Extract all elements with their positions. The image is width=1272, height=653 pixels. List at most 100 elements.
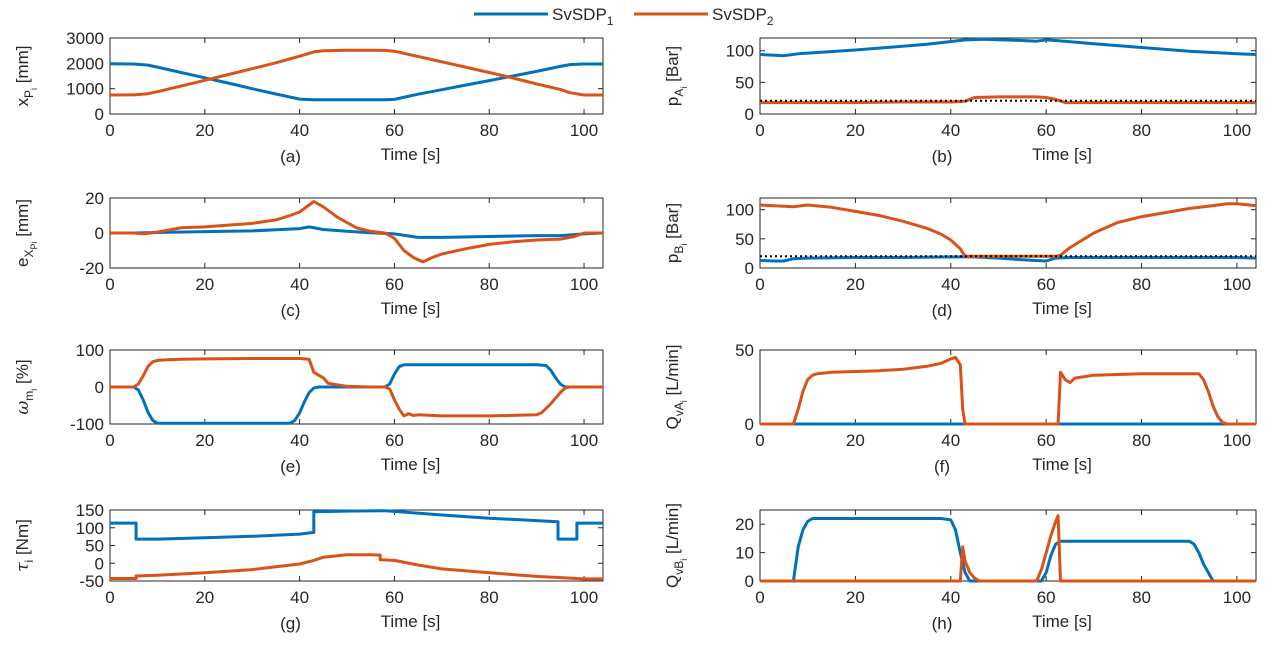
y-axis-label: QvBi [L/min] — [663, 503, 689, 588]
x-tick-label: 20 — [846, 275, 865, 294]
y-axis-label: xPi [mm] — [13, 45, 39, 106]
y-tick-label: 0 — [745, 415, 754, 434]
y-tick-label: 150 — [76, 501, 104, 520]
subplot-b: 0 20 40 60 80 100 0 50 100 Time [s] (b) pAi [Bar] — [663, 37, 1257, 166]
panel-caption: (g) — [280, 614, 301, 633]
x-tick-label: 20 — [195, 275, 214, 294]
x-tick-label: 100 — [570, 275, 598, 294]
legend-item-2: SvSDP2 — [634, 5, 774, 28]
y-tick-label: 1000 — [66, 80, 104, 99]
y-tick-label: 0 — [95, 224, 104, 243]
y-tick-label: 0 — [745, 572, 754, 591]
x-tick-label: 0 — [105, 275, 114, 294]
y-tick-label: 100 — [76, 519, 104, 538]
panel-caption: (b) — [932, 147, 953, 166]
x-tick-label: 100 — [1223, 121, 1251, 140]
y-tick-label: 100 — [726, 42, 754, 61]
x-tick-label: 0 — [105, 121, 114, 140]
legend-item-1: SvSDP1 — [474, 5, 614, 28]
x-tick-label: 80 — [1132, 431, 1151, 450]
x-tick-label: 0 — [755, 275, 764, 294]
x-tick-label: 100 — [570, 431, 598, 450]
y-tick-label: 10 — [735, 544, 754, 563]
series-line-svsdp1 — [110, 225, 603, 239]
x-tick-label: 80 — [480, 121, 499, 140]
y-tick-label: 100 — [76, 341, 104, 360]
x-tick-label: 80 — [480, 588, 499, 607]
series-line-svsdp2 — [760, 202, 1256, 258]
series-line-svsdp1 — [110, 62, 603, 102]
y-axis-label: eXPi [mm] — [13, 199, 39, 267]
x-tick-label: 100 — [570, 588, 598, 607]
y-axis-label: pBi [Bar] — [663, 203, 689, 263]
x-tick-label: 60 — [1037, 431, 1056, 450]
subplot-f: 0 20 40 60 80 100 0 50 Time [s] (f) QvAi [L/min] — [663, 341, 1257, 476]
y-axis-label: QvAi [L/min] — [663, 345, 689, 430]
y-tick-label: -50 — [79, 572, 104, 591]
x-tick-label: 80 — [1132, 121, 1151, 140]
y-tick-label: -20 — [79, 259, 104, 278]
panel-caption: (f) — [934, 457, 950, 476]
series-line-svsdp1 — [110, 509, 603, 541]
x-tick-label: 0 — [105, 588, 114, 607]
x-tick-label: 60 — [1037, 121, 1056, 140]
series-group — [760, 37, 1256, 105]
y-axis-label: pAi [Bar] — [663, 46, 689, 106]
x-axis-label: Time [s] — [1032, 145, 1092, 164]
subplot-d: 0 20 40 60 80 100 0 50 100 Time [s] (d) pBi [Bar] — [663, 197, 1257, 320]
x-tick-label: 40 — [290, 588, 309, 607]
y-tick-label: 50 — [85, 537, 104, 556]
legend-label: SvSDP2 — [712, 5, 774, 28]
series-line-svsdp2 — [110, 48, 603, 97]
y-tick-label: 3000 — [66, 29, 104, 48]
series-line-svsdp2 — [760, 355, 1256, 426]
x-tick-label: 20 — [195, 431, 214, 450]
x-tick-label: 40 — [290, 431, 309, 450]
x-tick-label: 40 — [290, 121, 309, 140]
series-group — [110, 509, 603, 581]
x-tick-label: 80 — [1132, 275, 1151, 294]
x-tick-label: 60 — [1037, 275, 1056, 294]
panel-caption: (a) — [280, 147, 301, 166]
panel-caption: (c) — [281, 301, 301, 320]
x-axis-label: Time [s] — [1032, 299, 1092, 318]
y-tick-label: -100 — [70, 415, 104, 434]
series-line-svsdp2 — [110, 357, 603, 418]
series-line-svsdp2 — [760, 95, 1256, 105]
x-axis-label: Time [s] — [1032, 455, 1092, 474]
x-tick-label: 60 — [1037, 588, 1056, 607]
series-line-svsdp1 — [760, 255, 1256, 263]
x-tick-label: 20 — [846, 431, 865, 450]
y-tick-label: 20 — [735, 515, 754, 534]
x-axis-label: Time [s] — [381, 145, 441, 164]
y-tick-label: 0 — [745, 105, 754, 124]
x-tick-label: 40 — [941, 275, 960, 294]
x-tick-label: 20 — [195, 121, 214, 140]
subplot-h: 0 20 40 60 80 100 0 10 20 Time [s] (h) QvBi [L/min] — [663, 503, 1257, 633]
series-line-svsdp1 — [760, 517, 1256, 583]
x-tick-label: 100 — [1223, 431, 1251, 450]
x-tick-label: 60 — [385, 275, 404, 294]
x-tick-label: 0 — [755, 121, 764, 140]
x-tick-label: 40 — [941, 588, 960, 607]
x-tick-label: 60 — [385, 431, 404, 450]
y-tick-label: 20 — [85, 189, 104, 208]
series-group — [760, 202, 1256, 263]
y-tick-label: 2000 — [66, 54, 104, 73]
x-axis-label: Time [s] — [1032, 612, 1092, 631]
x-tick-label: 40 — [941, 431, 960, 450]
legend: SvSDP1 SvSDP2 — [474, 5, 774, 28]
legend-label: SvSDP1 — [552, 5, 614, 28]
x-tick-label: 0 — [105, 431, 114, 450]
y-tick-label: 0 — [95, 378, 104, 397]
y-axis-label: τi [Nm] — [13, 519, 36, 572]
x-tick-label: 20 — [846, 121, 865, 140]
x-tick-label: 80 — [480, 431, 499, 450]
series-group — [110, 48, 603, 102]
series-line-svsdp2 — [110, 200, 603, 264]
